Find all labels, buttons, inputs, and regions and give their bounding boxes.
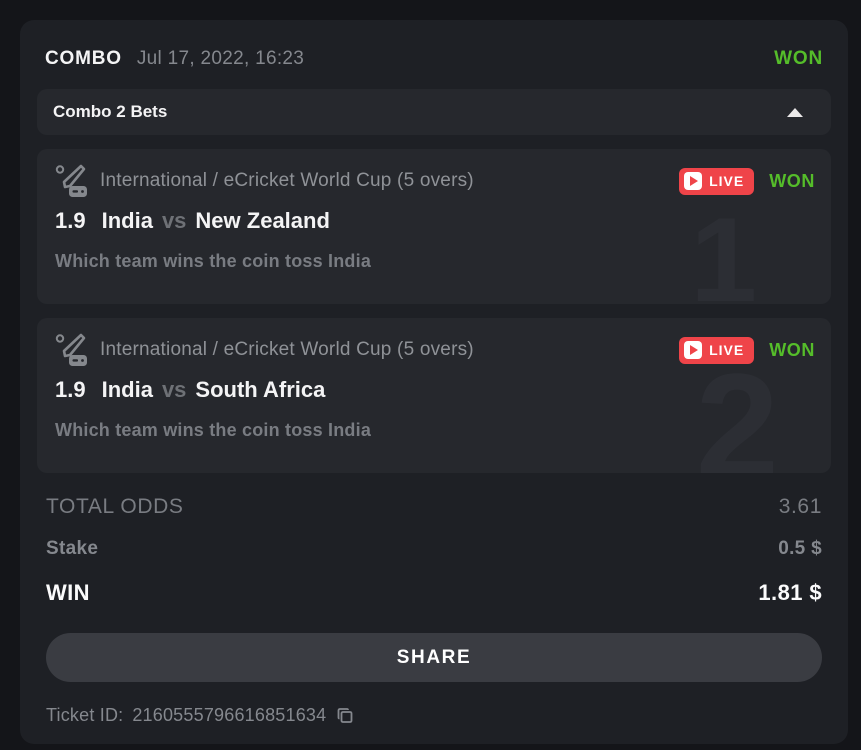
live-label: LIVE <box>709 173 745 189</box>
bet-number-watermark: 2 <box>695 342 779 473</box>
copy-icon[interactable] <box>335 706 355 726</box>
bet-ticket-card: COMBO Jul 17, 2022, 16:23 WON Combo 2 Be… <box>20 20 848 744</box>
stake-label: Stake <box>46 538 99 559</box>
bet-2-selection: 1.9 India vs South Africa <box>55 377 815 403</box>
win-row: WIN 1.81 $ <box>46 580 822 606</box>
bet-2-top-row: International / eCricket World Cup (5 ov… <box>53 331 815 369</box>
bet-date: Jul 17, 2022, 16:23 <box>136 48 305 69</box>
live-play-icon <box>684 172 703 190</box>
bet-status-badge: WON <box>769 170 815 191</box>
live-badge: LIVE <box>679 336 755 364</box>
bet-item-2: International / eCricket World Cup (5 ov… <box>37 318 831 473</box>
away-team: New Zealand <box>195 208 330 233</box>
league-label: International / eCricket World Cup (5 ov… <box>100 170 474 191</box>
bet-status-badge: WON <box>769 339 815 360</box>
share-button[interactable]: SHARE <box>46 633 822 682</box>
combo-bets-label: Combo 2 Bets <box>53 102 168 121</box>
ecricket-icon <box>55 164 87 197</box>
away-team: South Africa <box>195 377 326 402</box>
live-play-icon <box>684 341 703 359</box>
odds-value: 1.9 <box>55 208 86 233</box>
bet-type-label: COMBO <box>45 48 122 69</box>
combo-bets-collapse-bar[interactable]: Combo 2 Bets <box>37 89 831 135</box>
ecricket-icon <box>55 333 87 366</box>
ticket-id-label: Ticket ID: <box>46 705 124 725</box>
odds-value: 1.9 <box>55 377 86 402</box>
vs-label: vs <box>161 208 187 233</box>
vs-label: vs <box>161 377 187 402</box>
ticket-status-badge: WON <box>774 48 823 69</box>
total-odds-label: TOTAL ODDS <box>46 495 184 518</box>
league-label: International / eCricket World Cup (5 ov… <box>100 339 474 360</box>
bet-1-selection: 1.9 India vs New Zealand <box>55 208 815 234</box>
total-odds-value: 3.61 <box>778 495 822 518</box>
bet-1-top-row: International / eCricket World Cup (5 ov… <box>53 162 815 200</box>
market-label: Which team wins the coin toss India <box>55 420 372 440</box>
market-label: Which team wins the coin toss India <box>55 251 372 271</box>
total-odds-row: TOTAL ODDS 3.61 <box>46 495 822 519</box>
bet-number-watermark: 1 <box>690 193 757 304</box>
home-team: India <box>101 208 153 233</box>
stake-row: Stake 0.5 $ <box>46 538 822 560</box>
ticket-id-value: 2160555796616851634 <box>132 705 327 725</box>
win-value: 1.81 $ <box>758 580 822 605</box>
home-team: India <box>101 377 153 402</box>
win-label: WIN <box>46 580 90 605</box>
live-label: LIVE <box>709 342 745 358</box>
collapse-chevron-up-icon[interactable] <box>787 107 803 117</box>
bet-item-1: International / eCricket World Cup (5 ov… <box>37 149 831 304</box>
stake-value: 0.5 $ <box>778 538 822 559</box>
live-badge: LIVE <box>679 167 755 195</box>
ticket-header: COMBO Jul 17, 2022, 16:23 WON <box>45 41 823 77</box>
ticket-id-row: Ticket ID: 2160555796616851634 <box>46 705 822 726</box>
